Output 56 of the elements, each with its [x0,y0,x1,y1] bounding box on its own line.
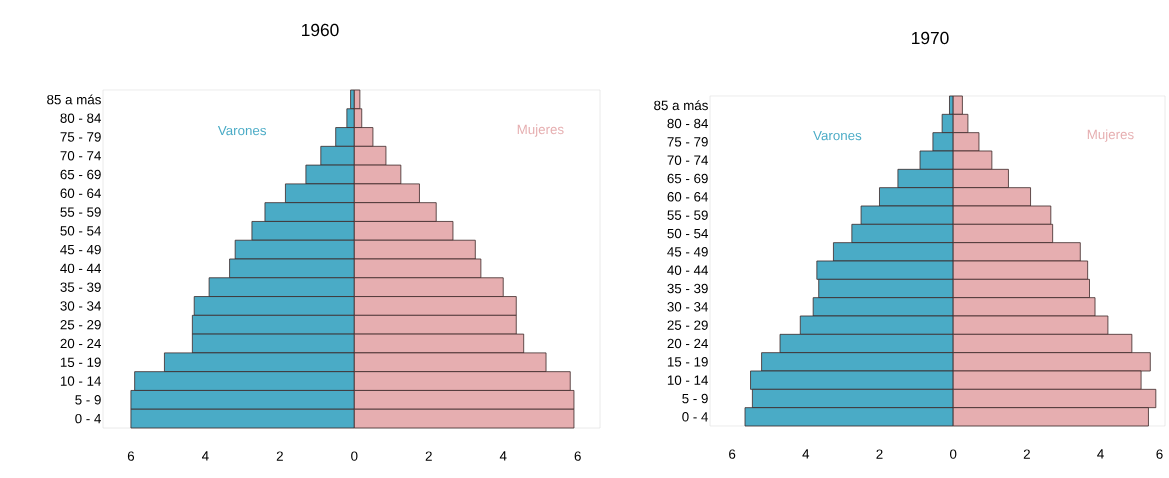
y-tick-label: 25 - 29 [667,320,708,330]
y-tick-label: 50 - 54 [667,228,709,239]
x-tick-label: 2 [1023,449,1030,459]
chart-title: 1970 [912,31,949,45]
y-tick-label: 15 - 19 [667,357,708,367]
y-tick-label: 20 - 24 [60,338,101,349]
y-tick-label: 10 - 14 [667,375,709,385]
y-tick-label: 35 - 39 [667,283,708,294]
x-tick-label: 4 [499,451,507,461]
y-tick-label: 70 - 74 [60,151,101,161]
y-tick-label: 75 - 79 [60,132,101,142]
text: Varones [813,130,862,141]
y-tick-label: 60 - 64 [60,188,101,198]
y-tick-label: 65 - 69 [60,169,101,180]
y-tick-label: 30 - 34 [667,302,709,312]
x-tick-label: 4 [201,451,209,461]
y-tick-label: 55 - 59 [60,207,101,217]
chart-title: 1960 [302,23,339,37]
y-tick-label: 30 - 34 [60,301,101,311]
y-tick-label: 20 - 24 [667,338,709,349]
y-tick-label: 15 - 19 [60,357,101,367]
y-tick-label: 10 - 14 [60,376,101,386]
y-tick-label: 75 - 79 [667,137,708,147]
x-tick-label: 2 [425,451,432,461]
y-tick-label: 5 - 9 [75,395,101,405]
y-tick-label: 70 - 74 [667,155,709,165]
x-tick-label: 2 [876,449,883,459]
y-tick-label: 35 - 39 [60,282,101,292]
y-tick-label: 45 - 49 [667,247,708,257]
y-tick-label: 40 - 44 [60,263,101,274]
y-tick-label: 0 - 4 [682,412,709,422]
text: Varones [217,125,267,136]
y-tick-label: 5 - 9 [682,393,708,404]
y-tick-label: 25 - 29 [60,320,101,330]
x-tick-label: 4 [802,449,810,459]
x-tick-label: 6 [127,451,135,461]
x-tick-label: 6 [574,451,581,461]
y-tick-label: 80 - 84 [60,113,101,123]
x-tick-label: 6 [1156,449,1163,459]
y-tick-label: 0 - 4 [75,413,101,424]
y-tick-label: 55 - 59 [667,210,708,220]
text: Mujeres [1087,129,1134,142]
y-tick-label: 40 - 44 [667,265,709,275]
y-tick-label: 85 a más [47,94,101,105]
x-tick-label: 2 [276,451,283,461]
y-tick-label: 50 - 54 [60,226,101,236]
y-tick-label: 80 - 84 [667,118,709,129]
y-tick-label: 85 a más [654,100,708,111]
x-tick-label: 0 [949,449,957,459]
text: Mujeres [517,124,564,137]
y-tick-label: 65 - 69 [667,173,708,184]
x-tick-label: 6 [729,449,736,459]
y-tick-label: 45 - 49 [60,244,101,255]
x-tick-label: 0 [351,451,358,461]
x-tick-label: 4 [1097,449,1104,459]
y-tick-label: 60 - 64 [667,192,709,202]
